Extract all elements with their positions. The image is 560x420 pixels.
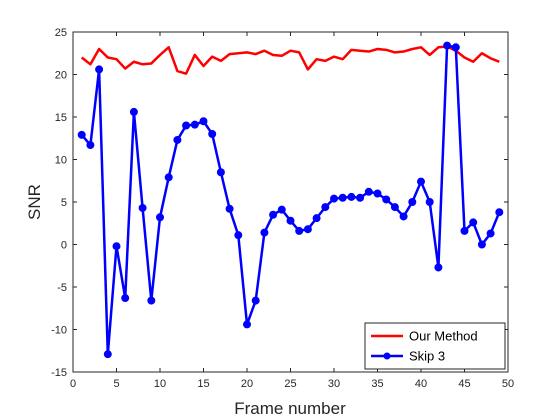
y-axis-label: SNR: [25, 184, 44, 220]
x-tick-label: 40: [415, 378, 427, 390]
y-tick-label: -10: [51, 325, 67, 337]
data-point-skip-3: [164, 173, 173, 182]
x-tick-label: 20: [241, 378, 253, 390]
data-point-skip-3: [121, 294, 130, 303]
data-point-skip-3: [225, 204, 234, 213]
data-point-skip-3: [234, 231, 243, 240]
data-point-skip-3: [129, 107, 138, 116]
data-point-skip-3: [469, 218, 478, 227]
series-layer: [77, 41, 504, 359]
data-point-skip-3: [330, 194, 338, 203]
series-line-our-method: [80, 45, 500, 75]
data-point-skip-3: [443, 41, 452, 50]
data-point-skip-3: [286, 216, 295, 225]
data-point-skip-3: [173, 135, 182, 144]
y-ticks: -15 -10 -5 0 5 10 15 20 25: [51, 27, 508, 379]
data-point-skip-3: [399, 212, 408, 221]
y-tick-label: 20: [55, 70, 67, 82]
data-point-skip-3: [495, 208, 504, 217]
data-point-skip-3: [243, 320, 251, 329]
plot-area: [72, 31, 509, 373]
x-tick-label: 0: [70, 378, 76, 390]
data-point-skip-3: [408, 198, 417, 206]
x-tick-label: 25: [284, 378, 296, 390]
legend-label-our-method: Our Method: [409, 329, 478, 344]
data-point-skip-3: [295, 226, 304, 235]
data-point-skip-3: [486, 229, 495, 238]
x-tick-label: 15: [197, 378, 209, 390]
y-tick-label: 25: [55, 27, 67, 39]
axes-box: [72, 31, 509, 373]
legend-box: [364, 322, 506, 370]
data-point-skip-3: [356, 193, 365, 202]
data-point-skip-3: [364, 187, 373, 196]
data-point-skip-3: [95, 65, 104, 74]
data-point-skip-3: [112, 242, 121, 251]
data-point-skip-3: [321, 203, 330, 212]
x-tick-label: 45: [458, 378, 470, 390]
y-tick-label: 0: [61, 240, 67, 252]
data-point-skip-3: [103, 350, 112, 359]
data-point-skip-3: [390, 203, 399, 212]
x-tick-label: 30: [328, 378, 340, 390]
data-point-skip-3: [312, 214, 321, 223]
y-tick-label: -5: [57, 282, 67, 294]
legend-marker-skip-3: [383, 352, 391, 360]
x-tick-label: 5: [113, 378, 119, 390]
y-tick-label: 5: [61, 197, 67, 209]
data-point-skip-3: [303, 225, 312, 234]
data-point-skip-3: [77, 130, 86, 139]
data-point-skip-3: [277, 205, 286, 214]
data-point-skip-3: [477, 240, 486, 249]
data-point-skip-3: [382, 195, 391, 204]
data-point-skip-3: [425, 198, 434, 206]
data-point-skip-3: [338, 193, 347, 202]
data-point-skip-3: [460, 226, 469, 235]
x-tick-label: 10: [154, 378, 166, 390]
data-point-skip-3: [434, 263, 443, 272]
data-point-skip-3: [199, 117, 208, 126]
data-point-skip-3: [260, 228, 269, 237]
x-ticks: 0 5 10 15 20 25 30 35 40 45 50: [70, 32, 514, 390]
x-tick-label: 35: [371, 378, 383, 390]
data-point-skip-3: [156, 213, 164, 222]
data-point-skip-3: [182, 121, 191, 130]
data-point-skip-3: [347, 192, 356, 201]
data-point-skip-3: [216, 168, 225, 177]
data-point-skip-3: [86, 141, 95, 150]
data-point-skip-3: [147, 296, 156, 305]
data-point-skip-3: [208, 130, 217, 138]
x-tick-label: 50: [502, 378, 514, 390]
x-axis-label: Frame number: [234, 399, 346, 418]
y-tick-label: 10: [55, 155, 67, 167]
data-point-skip-3: [138, 203, 147, 212]
data-point-skip-3: [190, 120, 199, 129]
data-point-skip-3: [373, 189, 382, 198]
legend-label-skip-3: Skip 3: [409, 349, 445, 364]
data-point-skip-3: [251, 296, 260, 305]
legend: Our Method Skip 3: [364, 322, 506, 370]
data-point-skip-3: [269, 210, 278, 219]
y-tick-label: 15: [55, 112, 67, 124]
data-point-skip-3: [451, 43, 460, 52]
y-tick-label: -15: [51, 367, 67, 379]
data-point-skip-3: [417, 177, 425, 186]
